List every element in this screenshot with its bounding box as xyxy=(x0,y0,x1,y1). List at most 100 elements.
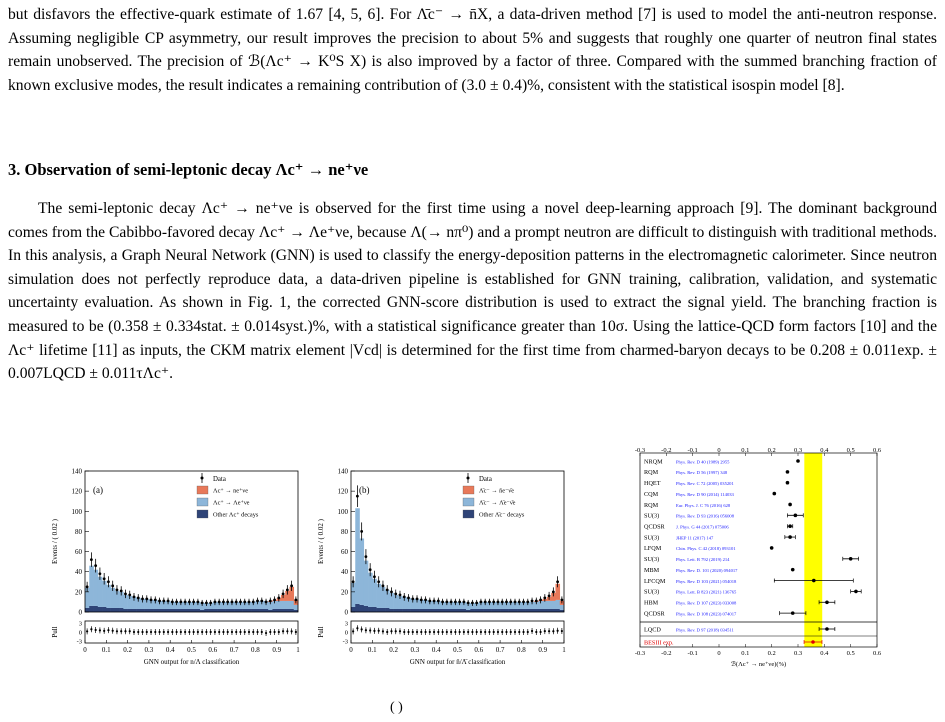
other-decays-bar xyxy=(534,608,539,612)
other-decays-bar xyxy=(517,608,522,612)
pull-point xyxy=(111,629,114,632)
data-point xyxy=(264,600,268,604)
other-decays-bar xyxy=(419,608,424,612)
x-tick-label: 0.6 xyxy=(474,646,483,654)
data-point xyxy=(162,599,166,603)
data-point xyxy=(449,600,453,604)
data-point xyxy=(471,601,474,605)
background-bar xyxy=(89,565,94,606)
data-point xyxy=(285,588,289,592)
bottom-tick-label: -0.2 xyxy=(661,650,671,657)
pull-point xyxy=(552,630,555,633)
data-point xyxy=(230,600,234,604)
top-tick-label: 0.1 xyxy=(741,448,749,454)
other-decays-bar xyxy=(259,608,265,612)
data-point xyxy=(234,600,238,604)
other-decays-bar xyxy=(165,608,171,612)
data-point xyxy=(547,594,551,598)
pull-point xyxy=(196,630,199,634)
pull-point xyxy=(166,630,170,634)
background-bar xyxy=(521,601,526,609)
pull-point xyxy=(247,630,251,634)
other-decays-bar xyxy=(255,608,260,612)
bottom-tick-label: -0.3 xyxy=(635,650,645,657)
top-tick-label: 0.4 xyxy=(820,448,829,454)
pull-tick-label: 0 xyxy=(79,630,82,637)
prediction-point xyxy=(811,640,815,644)
other-decays-bar xyxy=(529,608,535,612)
pull-point xyxy=(218,630,221,634)
background-bar xyxy=(406,597,411,609)
other-decays-bar xyxy=(97,606,103,612)
background-bar xyxy=(440,601,446,609)
model-label: SU(3) xyxy=(644,534,659,541)
pull-point xyxy=(94,628,97,632)
x-tick-label: 0.9 xyxy=(272,646,281,654)
pull-point xyxy=(377,629,380,632)
x-tick-label: 0.2 xyxy=(389,646,398,654)
pull-point xyxy=(556,629,559,632)
data-point xyxy=(209,601,213,605)
bottom-tick-label: 0 xyxy=(717,650,720,657)
background-bar xyxy=(212,601,218,609)
other-decays-bar xyxy=(174,608,180,612)
model-label: LQCD xyxy=(644,626,661,633)
other-decays-bar xyxy=(483,608,488,612)
background-bar xyxy=(221,601,226,609)
bottom-tick-label: 0.1 xyxy=(741,650,749,657)
background-bar xyxy=(448,601,454,609)
reference-label: Phys. Rev. C 72 (2005) 035201 xyxy=(676,481,734,486)
other-decays-bar xyxy=(293,609,299,612)
pull-point xyxy=(501,630,504,634)
prediction-point xyxy=(812,578,816,583)
background-bar xyxy=(466,602,471,610)
data-point xyxy=(381,584,385,588)
data-point xyxy=(377,580,381,584)
background-bar xyxy=(431,600,437,609)
data-point xyxy=(436,599,440,603)
data-point xyxy=(415,597,419,601)
x-tick-label: 1 xyxy=(296,646,300,654)
x-tick-label: 0.8 xyxy=(517,646,526,654)
background-bar xyxy=(376,583,382,608)
reference-label: Chin. Phys. C 42 (2018) 093101 xyxy=(676,546,736,551)
x-tick-label: 0 xyxy=(349,646,353,654)
pull-point xyxy=(115,630,119,633)
intro-paragraph: but disfavors the effective-quark estima… xyxy=(8,3,937,97)
data-point xyxy=(141,597,144,601)
bes-band xyxy=(804,453,823,647)
background-bar xyxy=(204,602,209,609)
data-point xyxy=(107,580,110,584)
pull-point xyxy=(252,630,255,634)
pull-point xyxy=(471,630,474,634)
y-tick-label: 120 xyxy=(338,488,349,496)
other-decays-bar xyxy=(363,605,369,612)
model-label: SU(3) xyxy=(644,589,659,596)
model-label: HQET xyxy=(644,480,661,487)
data-point xyxy=(128,593,132,597)
y-axis-label: Events / ( 0.02 ) xyxy=(51,518,59,564)
background-bar xyxy=(359,538,365,605)
other-decays-bar xyxy=(376,607,382,612)
background-bar xyxy=(289,600,295,609)
legend-label: Other Λ̄c⁻ decays xyxy=(479,512,525,519)
data-point xyxy=(479,600,483,604)
model-label: HBM xyxy=(644,600,659,607)
other-decays-bar xyxy=(410,608,416,612)
x-tick-label: 0.6 xyxy=(208,646,217,654)
pull-point xyxy=(441,630,444,634)
data-point xyxy=(281,592,285,596)
background-bar xyxy=(251,601,256,609)
data-point xyxy=(373,575,376,579)
pull-point xyxy=(356,627,359,630)
other-decays-bar xyxy=(389,608,394,612)
top-tick-label: 0.3 xyxy=(794,448,802,454)
other-decays-bar xyxy=(148,608,154,612)
data-point xyxy=(243,600,247,604)
reference-label: Phys. Lett. B 823 (2021) 136765 xyxy=(676,590,737,595)
prediction-point xyxy=(788,502,792,507)
other-decays-bar xyxy=(127,608,133,612)
model-label: SU(3) xyxy=(644,513,659,520)
plot-frame xyxy=(350,470,565,613)
